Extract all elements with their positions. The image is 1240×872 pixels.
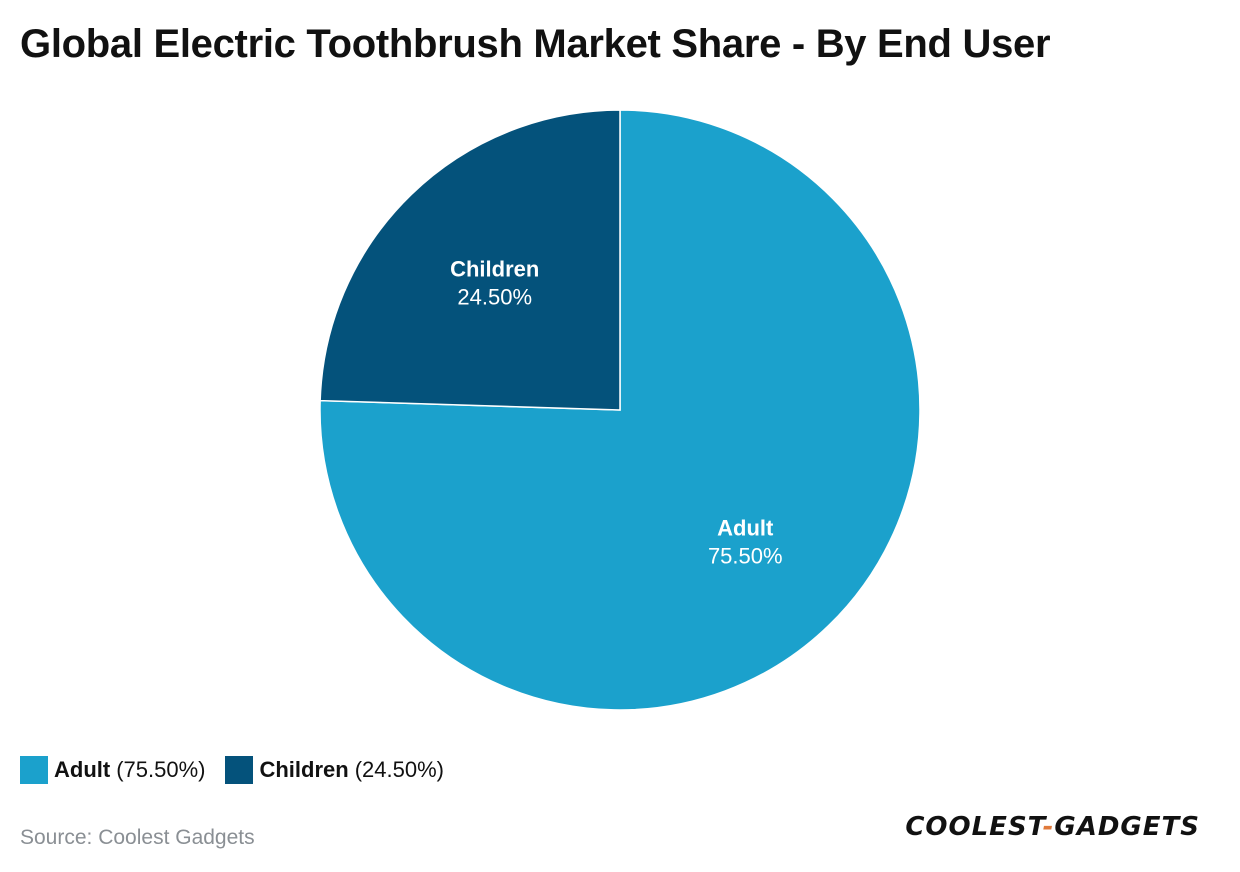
source-note: Source: Coolest Gadgets	[20, 826, 255, 849]
brand-logo: COOLEST-GADGETS	[905, 812, 1200, 842]
legend-label-children: Children	[259, 757, 349, 782]
legend: Adult (75.50%) Children (24.50%)	[20, 756, 444, 784]
slice-value-adult: 75.50%	[708, 543, 783, 568]
legend-value-adult: (75.50%)	[116, 757, 206, 782]
slice-value-children: 24.50%	[457, 285, 532, 310]
chart-title: Global Electric Toothbrush Market Share …	[20, 22, 1051, 66]
logo-text-right: GADGETS	[1054, 812, 1200, 842]
legend-value-children: (24.50%)	[354, 757, 444, 782]
logo-dash: -	[1042, 812, 1055, 842]
slice-label-children: Children	[450, 257, 539, 282]
legend-item-children[interactable]: Children (24.50%)	[225, 756, 444, 784]
slice-label-adult: Adult	[717, 515, 774, 540]
legend-label-adult: Adult	[54, 757, 111, 782]
legend-swatch-children	[225, 756, 254, 784]
pie-slice-children[interactable]	[319, 109, 621, 411]
legend-item-adult[interactable]: Adult (75.50%)	[20, 756, 205, 784]
legend-swatch-adult	[20, 756, 48, 784]
logo-text-left: COOLEST	[905, 812, 1043, 842]
